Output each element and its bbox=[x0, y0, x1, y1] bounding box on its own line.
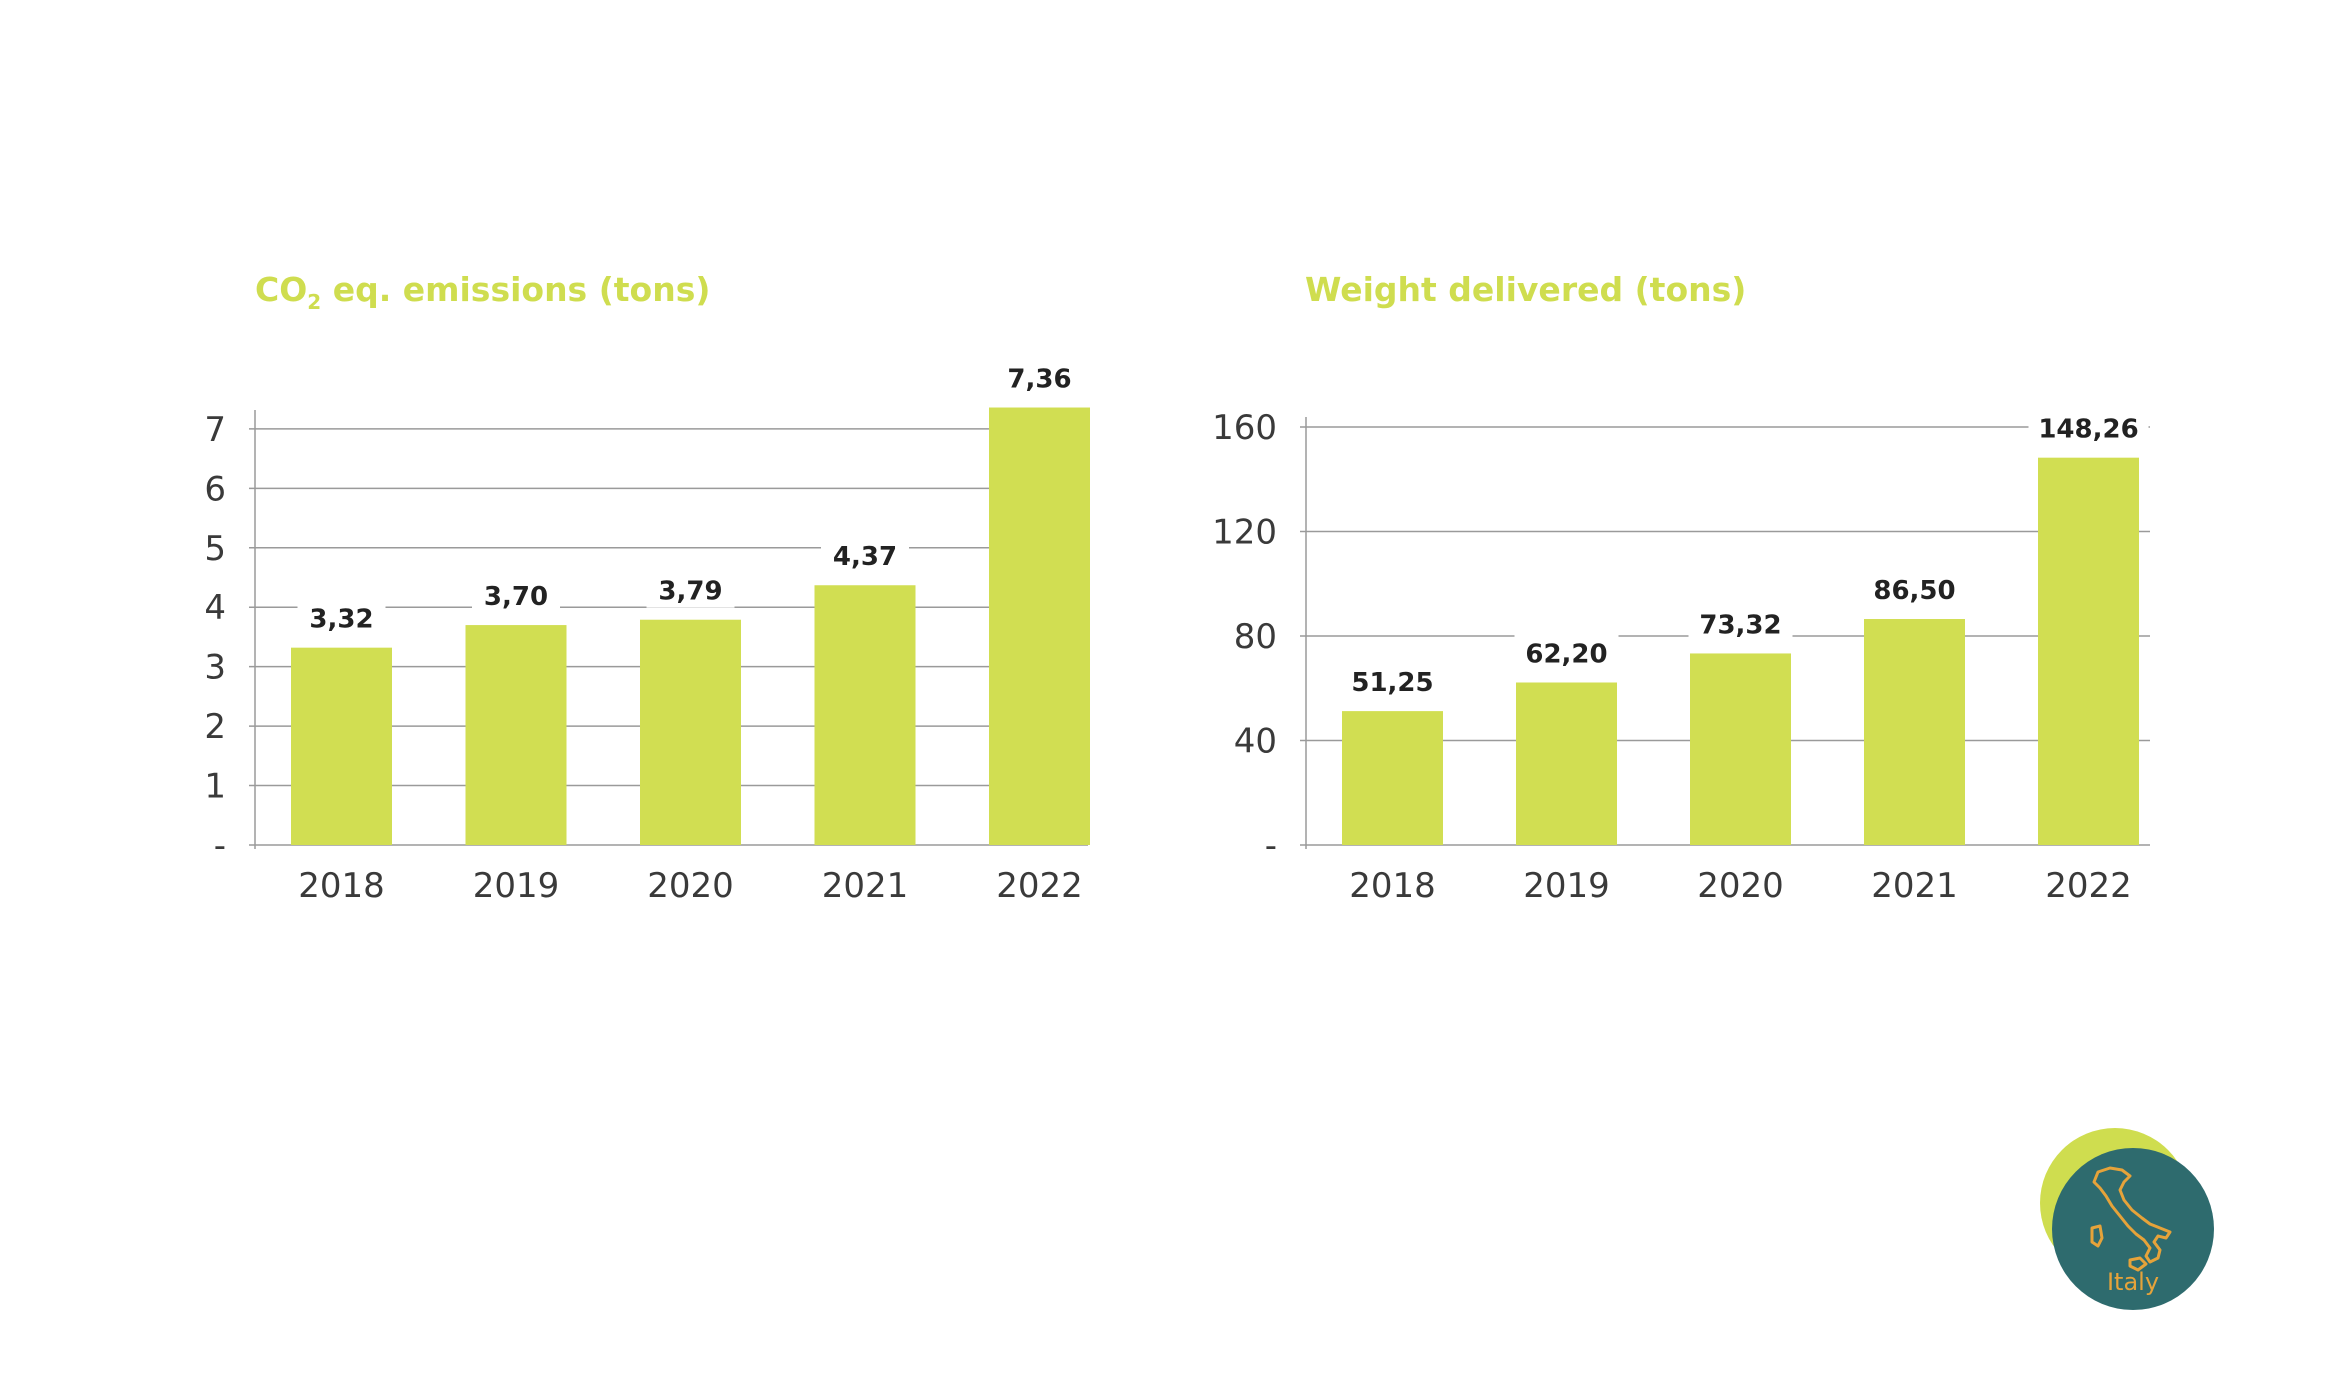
weight-data-label: 86,50 bbox=[1873, 576, 1955, 606]
co2-data-label-bg bbox=[821, 537, 909, 574]
weight-bar bbox=[1516, 682, 1617, 845]
weight-x-tick-label: 2021 bbox=[1871, 866, 1958, 906]
weight-chart-title: Weight delivered (tons) bbox=[1305, 270, 1747, 309]
co2-data-label: 7,36 bbox=[1007, 365, 1071, 395]
co2-x-tick-label: 2020 bbox=[647, 866, 734, 906]
co2-y-tick-label: 7 bbox=[204, 410, 226, 450]
co2-data-label: 3,79 bbox=[658, 577, 722, 607]
co2-bar bbox=[640, 619, 741, 845]
co2-data-label: 3,70 bbox=[484, 582, 548, 612]
co2-title-main: CO bbox=[255, 270, 308, 309]
weight-data-label: 73,32 bbox=[1699, 610, 1781, 640]
weight-y-tick-label: 160 bbox=[1212, 408, 1277, 448]
co2-y-tick-label: 1 bbox=[204, 767, 226, 807]
weight-y-tick-label: 80 bbox=[1234, 617, 1277, 657]
co2-y-tick-label: 2 bbox=[204, 707, 226, 747]
badge-label: Italy bbox=[2106, 1268, 2160, 1296]
co2-data-label: 3,32 bbox=[309, 605, 373, 635]
co2-bar bbox=[989, 407, 1090, 845]
weight-bar bbox=[1690, 653, 1791, 845]
weight-x-tick-label: 2018 bbox=[1349, 866, 1436, 906]
co2-y-tick-label: - bbox=[214, 826, 226, 866]
co2-title-rest: eq. emissions (tons) bbox=[321, 270, 711, 309]
co2-bar bbox=[465, 625, 567, 845]
co2-x-tick-label: 2021 bbox=[822, 866, 909, 906]
co2-y-tick-label: 4 bbox=[204, 588, 226, 628]
co2-x-tick-label: 2022 bbox=[996, 866, 1083, 906]
co2-data-label: 4,37 bbox=[833, 542, 897, 572]
weight-x-tick-label: 2019 bbox=[1523, 866, 1610, 906]
weight-data-label: 62,20 bbox=[1525, 640, 1607, 670]
weight-y-tick-label: - bbox=[1265, 826, 1277, 866]
weight-data-label-bg bbox=[1862, 571, 1967, 608]
co2-y-tick-label: 3 bbox=[204, 648, 226, 688]
weight-x-tick-label: 2020 bbox=[1697, 866, 1784, 906]
weight-bar bbox=[1864, 619, 1965, 845]
co2-data-label-bg bbox=[472, 577, 560, 614]
weight-bar bbox=[2038, 457, 2139, 845]
weight-data-label: 51,25 bbox=[1351, 668, 1433, 698]
weight-y-tick-label: 40 bbox=[1234, 722, 1277, 762]
weight-x-tick-label: 2022 bbox=[2045, 866, 2132, 906]
weight-data-label: 148,26 bbox=[2038, 415, 2138, 445]
badge-front-circle: Italy bbox=[2052, 1148, 2214, 1310]
co2-chart-title: CO2 eq. emissions (tons) bbox=[255, 270, 711, 312]
co2-y-tick-label: 6 bbox=[204, 469, 226, 509]
co2-bar bbox=[814, 585, 916, 845]
co2-x-tick-label: 2019 bbox=[473, 866, 560, 906]
weight-data-label-bg bbox=[1340, 663, 1445, 700]
italy-badge: Italy bbox=[2040, 1128, 2230, 1318]
co2-x-tick-label: 2018 bbox=[298, 866, 385, 906]
co2-data-label-bg bbox=[995, 359, 1084, 396]
co2-data-label-bg bbox=[646, 571, 735, 608]
weight-data-label-bg bbox=[1514, 634, 1619, 671]
weight-data-label-bg bbox=[1688, 605, 1793, 642]
weight-y-tick-label: 120 bbox=[1212, 513, 1277, 553]
co2-title-subscript: 2 bbox=[307, 290, 322, 314]
weight-bar bbox=[1342, 711, 1443, 845]
co2-y-tick-label: 5 bbox=[204, 529, 226, 569]
weight-data-label-bg bbox=[2028, 409, 2149, 446]
italy-map-icon bbox=[2090, 1166, 2172, 1272]
co2-bar bbox=[291, 647, 392, 845]
co2-data-label-bg bbox=[297, 599, 386, 636]
